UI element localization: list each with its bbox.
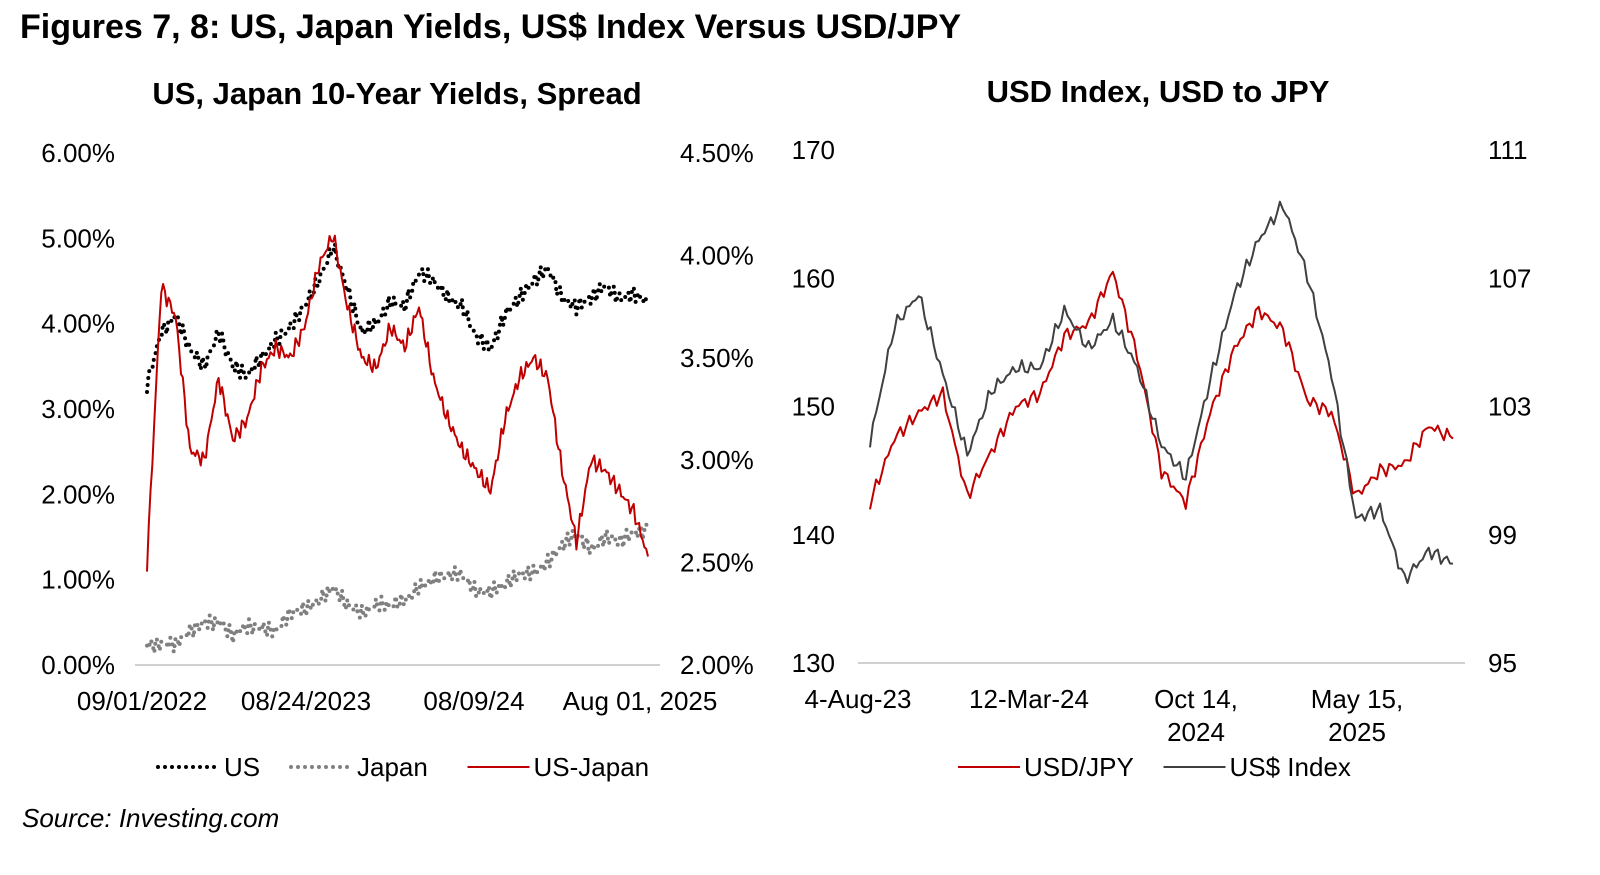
x-tick-label: Oct 14, 2024: [1154, 684, 1238, 747]
left-tick-label: 170: [792, 135, 835, 165]
x-tick-label: 12-Mar-24: [969, 684, 1089, 714]
x-tick-label-line: 4-Aug-23: [805, 684, 912, 714]
left-tick-label: 150: [792, 392, 835, 422]
series-us-line: [145, 241, 650, 394]
legend-label-us: US: [224, 752, 260, 782]
left-tick-label: 1.00%: [41, 565, 115, 595]
legend-label-us-index: US$ Index: [1230, 752, 1351, 782]
left-tick-label: 3.00%: [41, 394, 115, 424]
x-tick-label: 08/09/24: [423, 686, 524, 716]
left-tick-label: 5.00%: [41, 223, 115, 253]
series-japan-line: [145, 522, 650, 655]
series-us-japan-line: [146, 234, 649, 572]
right-tick-label: 103: [1488, 392, 1531, 422]
series-us-index-line: [869, 200, 1454, 585]
left-tick-label: 4.00%: [41, 309, 115, 339]
x-tick-label: 08/24/2023: [241, 686, 371, 716]
x-tick-label: May 15, 2025: [1311, 684, 1404, 747]
x-tick-label-line: Oct 14,: [1154, 684, 1238, 714]
legend-label-usd-jpy: USD/JPY: [1024, 752, 1134, 782]
source-note: Source: Investing.com: [22, 803, 280, 833]
right-tick-label: 111: [1488, 135, 1528, 165]
legend-label-japan: Japan: [357, 752, 428, 782]
figure-title: Figures 7, 8: US, Japan Yields, US$ Inde…: [20, 8, 962, 46]
x-tick-label-line: 2024: [1167, 717, 1225, 747]
x-tick-label-line: Aug 01, 2025: [563, 686, 718, 716]
left-tick-label: 2.00%: [41, 479, 115, 509]
left-tick-label: 160: [792, 263, 835, 293]
x-tick-label: 09/01/2022: [77, 686, 207, 716]
x-tick-label-line: 12-Mar-24: [969, 684, 1089, 714]
right-tick-label: 4.50%: [680, 138, 754, 168]
x-tick-label-line: 09/01/2022: [77, 686, 207, 716]
x-tick-label-line: May 15,: [1311, 684, 1404, 714]
usd-index-usdjpy-chart: USD Index, USD to JPY 130 140 150 160 170 95…: [792, 74, 1532, 782]
left-tick-label: 130: [792, 648, 835, 678]
x-tick-label-line: 08/24/2023: [241, 686, 371, 716]
chart2-title: USD Index, USD to JPY: [987, 74, 1330, 109]
x-tick-label: 4-Aug-23: [805, 684, 912, 714]
right-tick-label: 95: [1488, 648, 1517, 678]
x-tick-label: Aug 01, 2025: [563, 686, 718, 716]
legend-label-us-japan: US-Japan: [534, 752, 650, 782]
left-tick-label: 140: [792, 520, 835, 550]
series-usd-jpy-line: [869, 270, 1454, 510]
right-tick-label: 3.00%: [680, 445, 754, 475]
left-tick-label: 6.00%: [41, 138, 115, 168]
left-tick-label: 0.00%: [41, 650, 115, 680]
x-tick-label-line: 08/09/24: [423, 686, 524, 716]
right-tick-label: 2.50%: [680, 548, 754, 578]
yields-spread-chart: US, Japan 10-Year Yields, Spread 0.00% 1.…: [41, 76, 754, 782]
right-tick-label: 107: [1488, 263, 1531, 293]
right-tick-label: 4.00%: [680, 240, 754, 270]
chart1-title: US, Japan 10-Year Yields, Spread: [152, 76, 641, 111]
x-tick-label-line: 2025: [1328, 717, 1386, 747]
right-tick-label: 99: [1488, 520, 1517, 550]
right-tick-label: 3.50%: [680, 343, 754, 373]
right-tick-label: 2.00%: [680, 650, 754, 680]
